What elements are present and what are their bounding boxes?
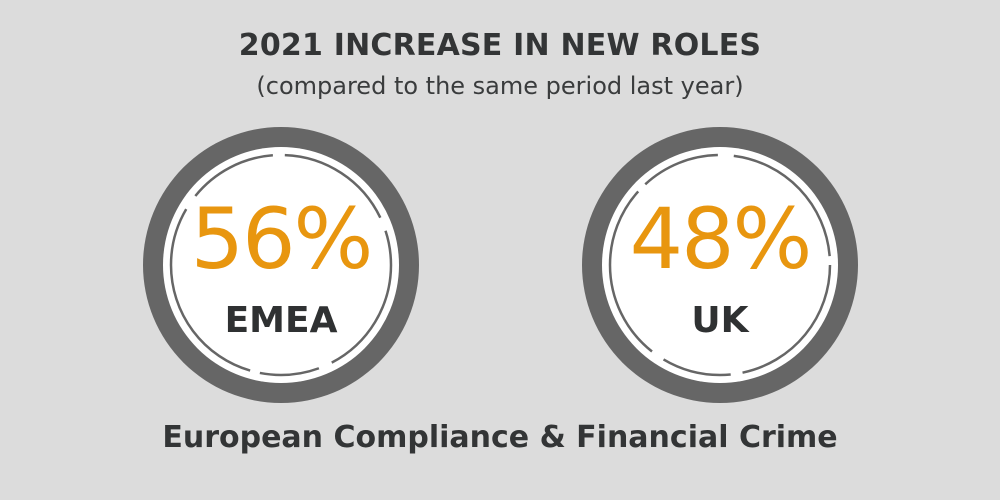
ring-badge-icon (582, 127, 858, 403)
stat-label: EMEA (224, 300, 338, 341)
stat-uk: 48% UK (582, 127, 858, 403)
stat-value: 48% (629, 190, 813, 288)
stat-value: 56% (190, 190, 374, 288)
footer-caption: European Compliance & Financial Crime (162, 420, 838, 455)
stat-emea: 56% EMEA (143, 127, 419, 403)
ring-badge-icon (143, 127, 419, 403)
page-title: 2021 INCREASE IN NEW ROLES (238, 28, 762, 63)
page-subtitle: (compared to the same period last year) (256, 72, 744, 100)
stat-label: UK (691, 300, 749, 341)
